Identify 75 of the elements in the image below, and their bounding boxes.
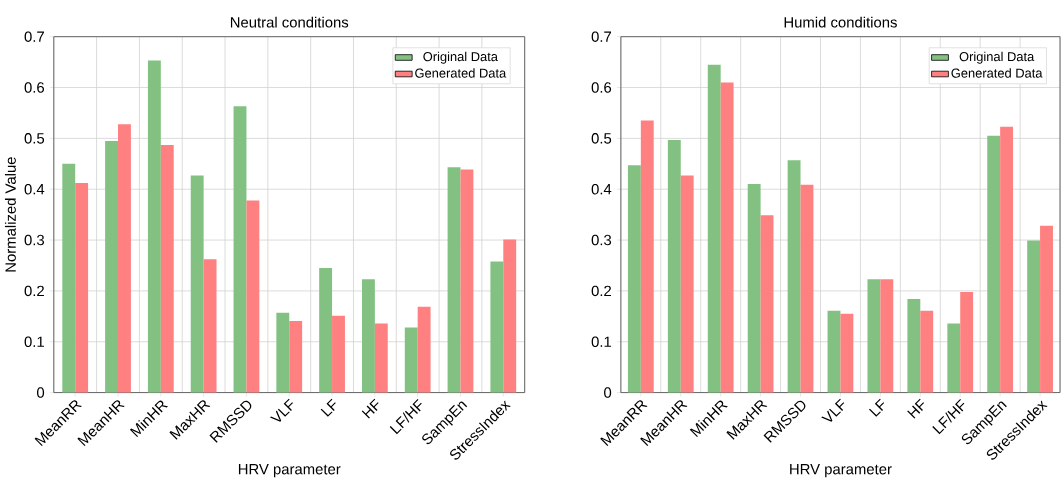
bar — [319, 268, 333, 393]
y-tick-label: 0.3 — [591, 234, 612, 246]
bar — [246, 200, 260, 393]
bar — [490, 261, 504, 393]
bar — [640, 120, 654, 393]
x-tick-label: VLF — [821, 398, 845, 422]
bar — [800, 184, 814, 393]
bar — [760, 215, 774, 393]
bar — [332, 315, 345, 393]
bar — [867, 279, 881, 393]
y-tick-label: 0.6 — [24, 82, 45, 93]
legend-label: Original Data — [959, 51, 1035, 64]
y-tick-label: 0.4 — [591, 184, 612, 195]
bar — [880, 279, 894, 393]
y-tick-label: 0.5 — [24, 133, 45, 144]
chart-title: Humid conditions — [784, 16, 897, 28]
bar — [787, 160, 801, 393]
bar — [289, 321, 303, 393]
bar — [62, 163, 76, 393]
bar — [920, 310, 934, 393]
bar — [667, 140, 681, 393]
bar — [460, 169, 474, 393]
y-tick-label: 0.1 — [24, 336, 44, 348]
bar — [361, 279, 375, 393]
bar — [827, 310, 841, 393]
bar — [233, 106, 247, 393]
legend-label: Generated Data — [951, 68, 1043, 78]
y-tick-label: 0 — [604, 387, 612, 398]
bar — [680, 175, 694, 393]
y-tick-label: 0.6 — [591, 82, 612, 93]
x-tick-label: LF — [868, 398, 885, 417]
bar — [1040, 225, 1053, 393]
bar — [147, 60, 161, 393]
x-tick-label: HF — [907, 398, 925, 419]
chart-title: Neutral conditions — [230, 16, 349, 28]
bar — [503, 239, 517, 393]
y-tick-label: 0.4 — [24, 184, 45, 195]
bar — [190, 175, 204, 393]
bar — [447, 167, 461, 393]
bar — [417, 306, 431, 393]
bar — [720, 82, 734, 393]
bar — [105, 141, 119, 393]
bar — [987, 135, 1001, 393]
legend-label: Generated Data — [415, 68, 507, 78]
bar — [1027, 240, 1041, 393]
bar — [747, 184, 761, 393]
y-tick-label: 0.7 — [24, 31, 44, 43]
bar — [1000, 126, 1014, 393]
legend-label: Original Data — [423, 51, 498, 64]
bar — [276, 312, 290, 393]
y-tick-label: 0.5 — [591, 133, 612, 144]
y-tick-label: 0.1 — [591, 336, 612, 348]
bar — [160, 145, 174, 393]
bar — [118, 124, 131, 393]
y-tick-label: 0.3 — [24, 234, 45, 246]
bar — [404, 327, 418, 393]
x-tick-label: HF — [361, 398, 379, 419]
bar — [947, 323, 961, 393]
y-tick-label: 0.2 — [591, 285, 611, 297]
x-tick-label: VLF — [270, 398, 293, 422]
bar — [907, 299, 921, 393]
bar — [707, 64, 721, 393]
y-tick-label: 0.2 — [24, 285, 44, 297]
bar — [374, 323, 388, 393]
y-axis-title: Normalized Value — [4, 157, 16, 272]
bar — [840, 313, 854, 393]
x-axis-title: HRV parameter — [790, 464, 892, 478]
x-axis-title: HRV parameter — [238, 464, 341, 478]
bar — [203, 259, 217, 393]
y-tick-label: 0.7 — [591, 31, 611, 43]
bar — [960, 292, 974, 393]
x-tick-label: LF — [320, 398, 336, 417]
bar — [75, 183, 89, 393]
bar — [627, 165, 641, 393]
y-tick-label: 0 — [37, 387, 45, 398]
